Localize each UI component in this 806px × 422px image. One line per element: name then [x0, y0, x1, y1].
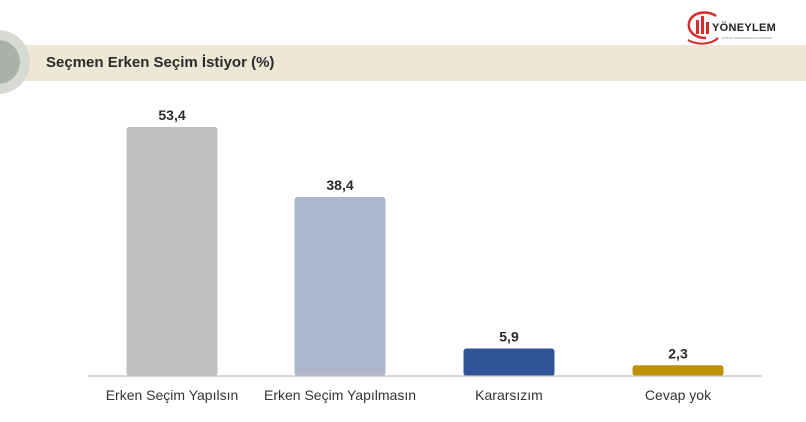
- bar-3: [632, 365, 724, 376]
- title-band: [0, 45, 806, 81]
- chart-title: Seçmen Erken Seçim İstiyor (%): [46, 54, 275, 71]
- logo-subtext: SOSYAL ARAŞTIRMALAR MERKEZİ: [722, 36, 772, 40]
- value-label-1: 38,4: [326, 177, 353, 193]
- yoneylem-logo-icon: [687, 11, 719, 45]
- bar-2: [463, 348, 555, 376]
- bar-0: [126, 127, 218, 376]
- category-label-0: Erken Seçim Yapılsın: [106, 387, 239, 403]
- category-label-3: Cevap yok: [645, 387, 712, 403]
- category-label-2: Kararsızım: [475, 387, 543, 403]
- value-label-3: 2,3: [668, 345, 688, 361]
- bar-1: [294, 196, 386, 376]
- value-label-0: 53,4: [158, 107, 185, 123]
- value-label-2: 5,9: [499, 328, 519, 344]
- category-label-1: Erken Seçim Yapılmasın: [264, 387, 416, 403]
- logo-text: YÖNEYLEM: [712, 22, 777, 34]
